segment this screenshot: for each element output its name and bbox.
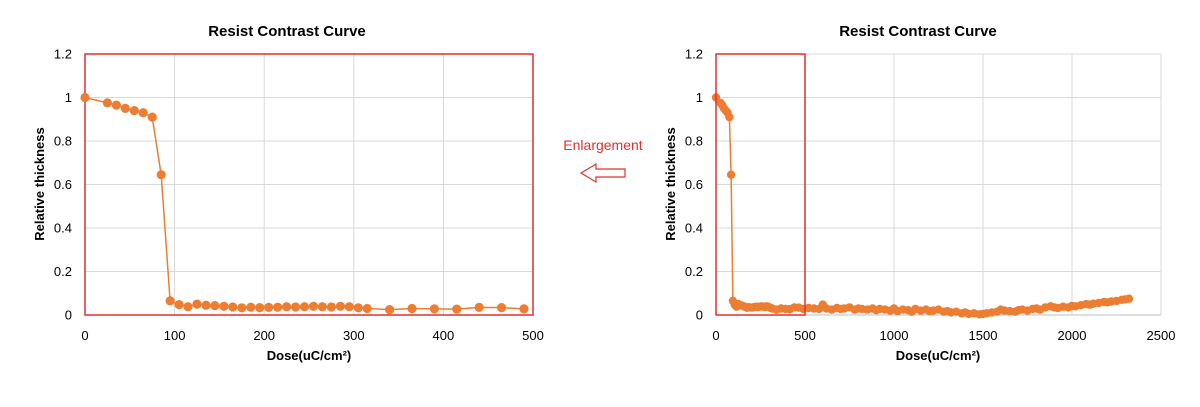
data-point [385,305,395,315]
data-point [228,302,238,312]
data-point [246,302,256,312]
chart-title: Resist Contrast Curve [839,23,997,40]
data-point [429,304,439,314]
data-point [353,303,363,313]
grid-lines [84,53,534,316]
data-point [129,106,139,116]
y-tick-label: 0 [696,308,703,323]
data-series [711,93,1134,319]
data-point [308,301,319,311]
y-tick-labels: 0 0.2 0.4 0.6 0.8 1 1.2 [685,47,703,323]
data-point [165,296,175,306]
x-tick-label: 0 [81,328,88,343]
data-point [335,301,345,311]
data-point [111,100,121,110]
enlargement-label: Enlargement [563,137,642,153]
grid-lines [715,53,1162,316]
data-series [80,92,529,315]
y-tick-label: 0.4 [54,221,72,236]
data-point [299,302,310,312]
chart-right: Resist Contrast Curve 00.20.40.60.811.2 … [663,23,1175,363]
enlargement-annotation: Enlargement [563,137,643,184]
data-point [147,112,157,122]
data-point [726,170,736,179]
x-tick-label: 400 [433,328,455,343]
series-line [84,96,525,311]
data-point [210,301,220,311]
y-tick-label: 0.8 [685,134,703,149]
data-point [219,301,229,311]
data-point [273,302,283,312]
y-tick-label: 1.2 [685,47,703,62]
chart-title: Resist Contrast Curve [208,23,366,40]
data-point [407,303,417,314]
left-arrow-icon [579,162,626,184]
data-point [174,300,184,310]
y-tick-label: 0.4 [685,221,703,236]
data-point [138,108,148,118]
data-point [255,303,265,313]
data-point [519,304,529,314]
x-tick-label: 2500 [1147,328,1176,343]
x-tick-label: 1000 [880,328,909,343]
series-line [715,97,1130,316]
y-tick-label: 0.8 [54,134,72,149]
data-point [452,304,462,314]
y-tick-label: 0 [65,308,72,323]
highlight-region [715,53,806,316]
data-point [362,303,372,314]
y-axis-label: Relative thickness [32,127,47,240]
data-point [326,302,336,312]
x-tick-label: 2000 [1058,328,1087,343]
y-tick-label: 1.2 [54,47,72,62]
y-tick-label: 0.2 [54,264,72,279]
y-tick-labels: 0 0.2 0.4 0.6 0.8 1 1.2 [54,47,72,323]
data-point [474,302,484,312]
y-tick-label: 1 [65,90,72,105]
data-point [497,303,507,313]
x-tick-labels: 0 500 1000 1500 2000 2500 [712,328,1175,343]
data-point [291,302,301,312]
data-point [282,302,292,312]
data-point [102,98,112,108]
data-point [264,302,274,312]
x-tick-label: 300 [343,328,365,343]
data-point [1124,294,1134,303]
y-tick-label: 0.6 [685,177,703,192]
x-tick-label: 500 [522,328,544,343]
data-point [344,302,354,312]
data-point [80,92,90,103]
y-tick-label: 0.6 [54,177,72,192]
x-tick-label: 200 [253,328,275,343]
data-point [156,170,166,180]
data-point [192,299,202,309]
y-tick-label: 1 [696,90,703,105]
x-tick-labels: 0 100 200 300 400 500 [81,328,543,343]
y-tick-label: 0.2 [685,264,703,279]
data-point [183,302,193,312]
highlight-border [84,53,534,316]
x-tick-label: 100 [164,328,186,343]
x-tick-label: 0 [712,328,719,343]
data-point [201,300,211,310]
chart-left: Resist Contrast Curve 00.20.40.60.811.2 … [32,23,544,363]
data-point [237,303,247,313]
data-point [317,302,327,312]
data-point [725,112,734,122]
x-axis-label: Dose(uC/cm²) [267,348,352,363]
x-axis-label: Dose(uC/cm²) [896,348,981,363]
data-point [120,103,130,113]
x-tick-label: 500 [794,328,816,343]
y-axis-label: Relative thickness [663,127,678,240]
x-tick-label: 1500 [969,328,998,343]
